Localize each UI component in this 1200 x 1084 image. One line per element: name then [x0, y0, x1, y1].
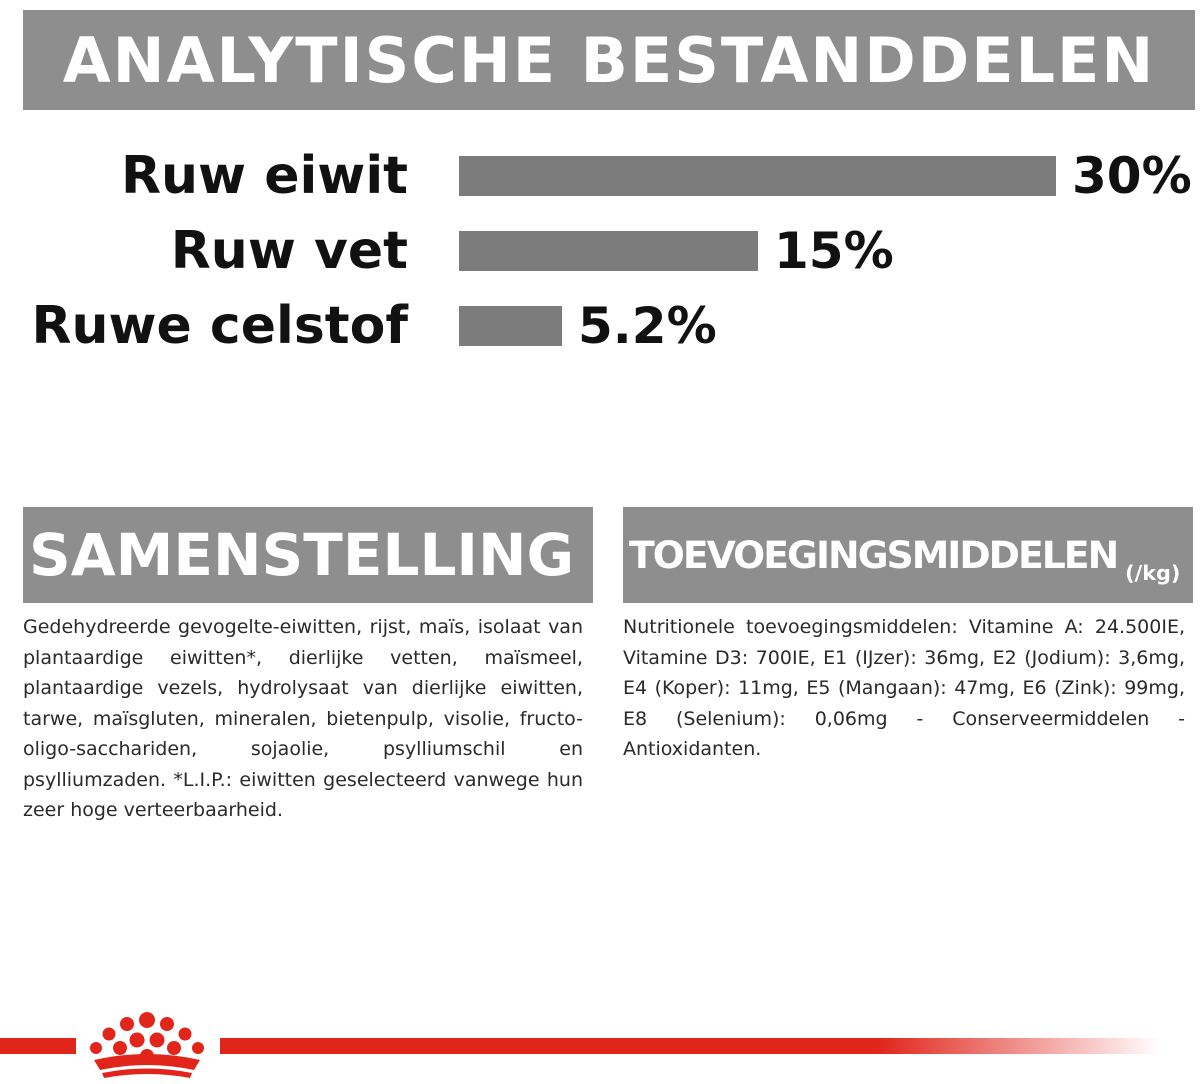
toevoegingsmiddelen-text: Nutritionele toevoegingsmiddelen: Vitami…: [623, 616, 1185, 760]
samenstelling-title: SAMENSTELLING: [29, 521, 575, 589]
footer-red-line-left: [0, 1038, 76, 1054]
nutrient-value-label: 15%: [774, 222, 894, 280]
crown-icon: [90, 1012, 204, 1078]
analytische-bestanddelen-title: ANALYTISCHE BESTANDDELEN: [62, 23, 1156, 97]
nutrient-value-label: 30%: [1072, 147, 1192, 205]
analytische-bestanddelen-header: ANALYTISCHE BESTANDDELEN: [23, 10, 1195, 110]
nutrient-label: Ruwe celstof: [31, 296, 408, 356]
toevoegingsmiddelen-header: TOEVOEGINGSMIDDELEN (/kg): [623, 507, 1193, 603]
nutrient-label: Ruw eiwit: [120, 146, 408, 206]
nutrient-row: Ruwe celstof 5.2%: [0, 296, 1200, 356]
toevoegingsmiddelen-unit: (/kg): [1125, 561, 1181, 585]
nutrient-row: Ruw vet 15%: [0, 221, 1200, 281]
samenstelling-header: SAMENSTELLING: [23, 507, 593, 603]
nutrient-bar: [459, 231, 758, 271]
samenstelling-text: Gedehydreerde gevogelte-eiwitten, rijst,…: [23, 616, 583, 821]
nutrient-row: Ruw eiwit 30%: [0, 146, 1200, 206]
nutrient-bar: [459, 156, 1056, 196]
footer-red-line-right: [220, 1038, 1160, 1054]
nutrient-value-label: 5.2%: [578, 297, 717, 355]
nutrient-bar: [459, 306, 562, 346]
toevoegingsmiddelen-title: TOEVOEGINGSMIDDELEN: [629, 533, 1119, 577]
nutrient-label: Ruw vet: [170, 221, 408, 281]
